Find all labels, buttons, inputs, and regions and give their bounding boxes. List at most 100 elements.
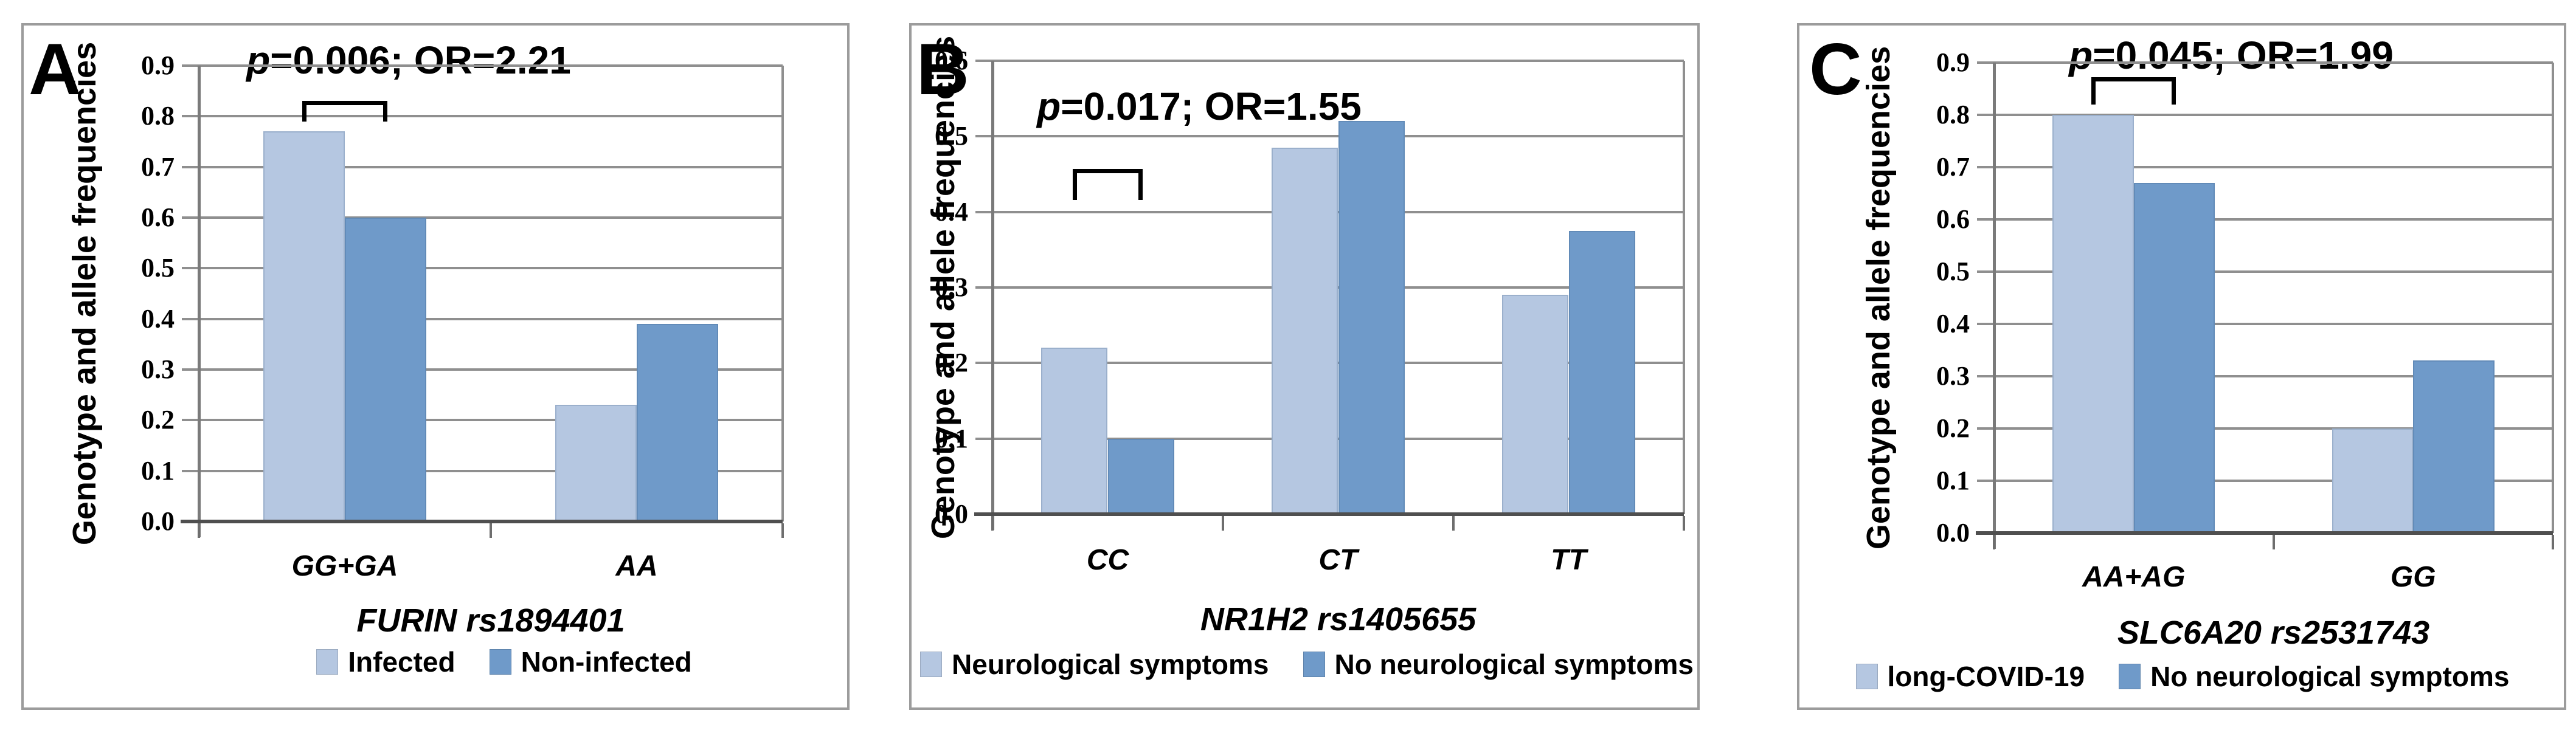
- y-tick-label: 0.6: [141, 202, 175, 232]
- category-label: CC: [1086, 544, 1129, 576]
- y-tick-label: 0.2: [141, 405, 175, 435]
- gridline: [199, 64, 783, 67]
- x-tick-mark: [198, 523, 200, 538]
- gridline: [199, 368, 783, 371]
- legend-swatch: [920, 652, 943, 677]
- p-value-symbol: p: [246, 38, 271, 82]
- x-tick-mark: [1222, 516, 1224, 531]
- y-tick-mark: [975, 286, 992, 289]
- bar: [1271, 147, 1338, 514]
- y-tick-mark: [182, 165, 199, 168]
- legend-item: Non-infected: [489, 645, 692, 678]
- bar: [1338, 121, 1405, 514]
- p-value-annotation: p=0.006; OR=2.21: [246, 38, 571, 83]
- y-tick-label: 0.5: [935, 121, 968, 151]
- legend-item: No neurological symptoms: [1303, 648, 1694, 681]
- y-tick-label: 0.1: [141, 455, 175, 486]
- y-tick-label: 0.2: [935, 348, 968, 378]
- gridline: [199, 267, 783, 270]
- y-tick-label: 0.4: [141, 303, 175, 334]
- legend-label: No neurological symptoms: [2150, 661, 2510, 692]
- y-tick-mark: [182, 317, 199, 320]
- bar: [1040, 348, 1108, 514]
- plot-right-border: [1683, 61, 1685, 514]
- y-tick-label: 0.0: [141, 506, 175, 536]
- y-tick-label: 0.6: [935, 46, 968, 75]
- y-tick-mark: [1977, 166, 1994, 168]
- gridline: [1994, 427, 2553, 430]
- y-tick-mark: [1977, 427, 1994, 430]
- y-tick-mark: [182, 368, 199, 371]
- y-tick-label: 0.2: [1936, 413, 1970, 443]
- legend-swatch: [2119, 664, 2141, 689]
- x-axis-line: [181, 520, 783, 523]
- category-label: TT: [1551, 544, 1587, 576]
- gridline: [992, 60, 1684, 62]
- y-tick-label: 0.3: [141, 354, 175, 384]
- bar: [345, 218, 427, 521]
- x-tick-mark: [490, 523, 492, 538]
- bar: [1568, 230, 1636, 514]
- y-tick-label: 0.4: [935, 196, 968, 227]
- legend: long-COVID-19 No neurological symptoms: [1798, 660, 2567, 693]
- p-value-symbol: p: [1037, 84, 1061, 128]
- bar: [555, 405, 637, 521]
- plot-right-border: [2552, 63, 2554, 533]
- y-tick-label: 0.5: [141, 253, 175, 283]
- legend-label: No neurological symptoms: [1334, 649, 1694, 680]
- gridline: [199, 317, 783, 320]
- bar: [2413, 360, 2495, 533]
- plot-right-border: [781, 66, 784, 521]
- legend-swatch: [489, 649, 511, 675]
- significance-bracket: [2091, 77, 2176, 105]
- legend-swatch: [1303, 652, 1325, 677]
- y-tick-mark: [975, 210, 992, 213]
- y-tick-mark: [975, 135, 992, 138]
- y-tick-label: 0.0: [935, 499, 968, 529]
- legend-label: Infected: [348, 646, 455, 678]
- category-label: AA: [615, 550, 658, 582]
- category-label: GG: [2390, 561, 2436, 593]
- gridline: [1994, 166, 2553, 168]
- legend-label: Non-infected: [521, 646, 692, 678]
- x-axis-title: NR1H2 rs1405655: [1200, 601, 1477, 638]
- x-tick-mark: [2272, 535, 2275, 549]
- legend: Neurological symptoms No neurological sym…: [912, 648, 1702, 681]
- legend-item: No neurological symptoms: [2119, 660, 2510, 693]
- y-tick-mark: [1977, 61, 1994, 64]
- y-tick-label: 0.4: [1936, 309, 1970, 339]
- legend-item: long-COVID-19: [1855, 660, 2085, 693]
- y-tick-mark: [975, 362, 992, 365]
- category-label: GG+GA: [291, 550, 398, 582]
- x-axis-title: SLC6A20 rs2531743: [2117, 614, 2430, 651]
- p-value-symbol: p: [2069, 33, 2093, 77]
- legend: Infected Non-infected: [90, 645, 918, 678]
- p-value-text: =0.006; OR=2.21: [270, 38, 571, 82]
- y-axis-line: [198, 66, 201, 537]
- y-tick-label: 0.7: [141, 151, 175, 182]
- gridline: [1994, 323, 2553, 325]
- p-value-text: =0.045; OR=1.99: [2093, 33, 2394, 77]
- legend-swatch: [316, 649, 339, 675]
- y-tick-mark: [182, 469, 199, 472]
- y-tick-label: 0.3: [1936, 361, 1970, 391]
- legend-swatch: [1855, 664, 1878, 689]
- gridline: [199, 165, 783, 168]
- y-tick-mark: [975, 437, 992, 440]
- significance-bracket: [1072, 168, 1143, 200]
- gridline: [1994, 270, 2553, 273]
- gridline: [1994, 114, 2553, 116]
- y-tick-mark: [1977, 114, 1994, 116]
- p-value-annotation: p=0.045; OR=1.99: [2069, 33, 2394, 78]
- panel-label: C: [1809, 29, 1862, 110]
- significance-bracket: [302, 101, 388, 122]
- y-tick-label: 0.1: [1936, 466, 1970, 495]
- y-tick-mark: [1977, 480, 1994, 482]
- y-tick-mark: [182, 115, 199, 118]
- gridline: [1994, 480, 2553, 482]
- bar: [263, 131, 345, 521]
- gridline: [199, 469, 783, 472]
- y-axis-line: [1993, 63, 1996, 549]
- legend-label: long-COVID-19: [1887, 661, 2085, 692]
